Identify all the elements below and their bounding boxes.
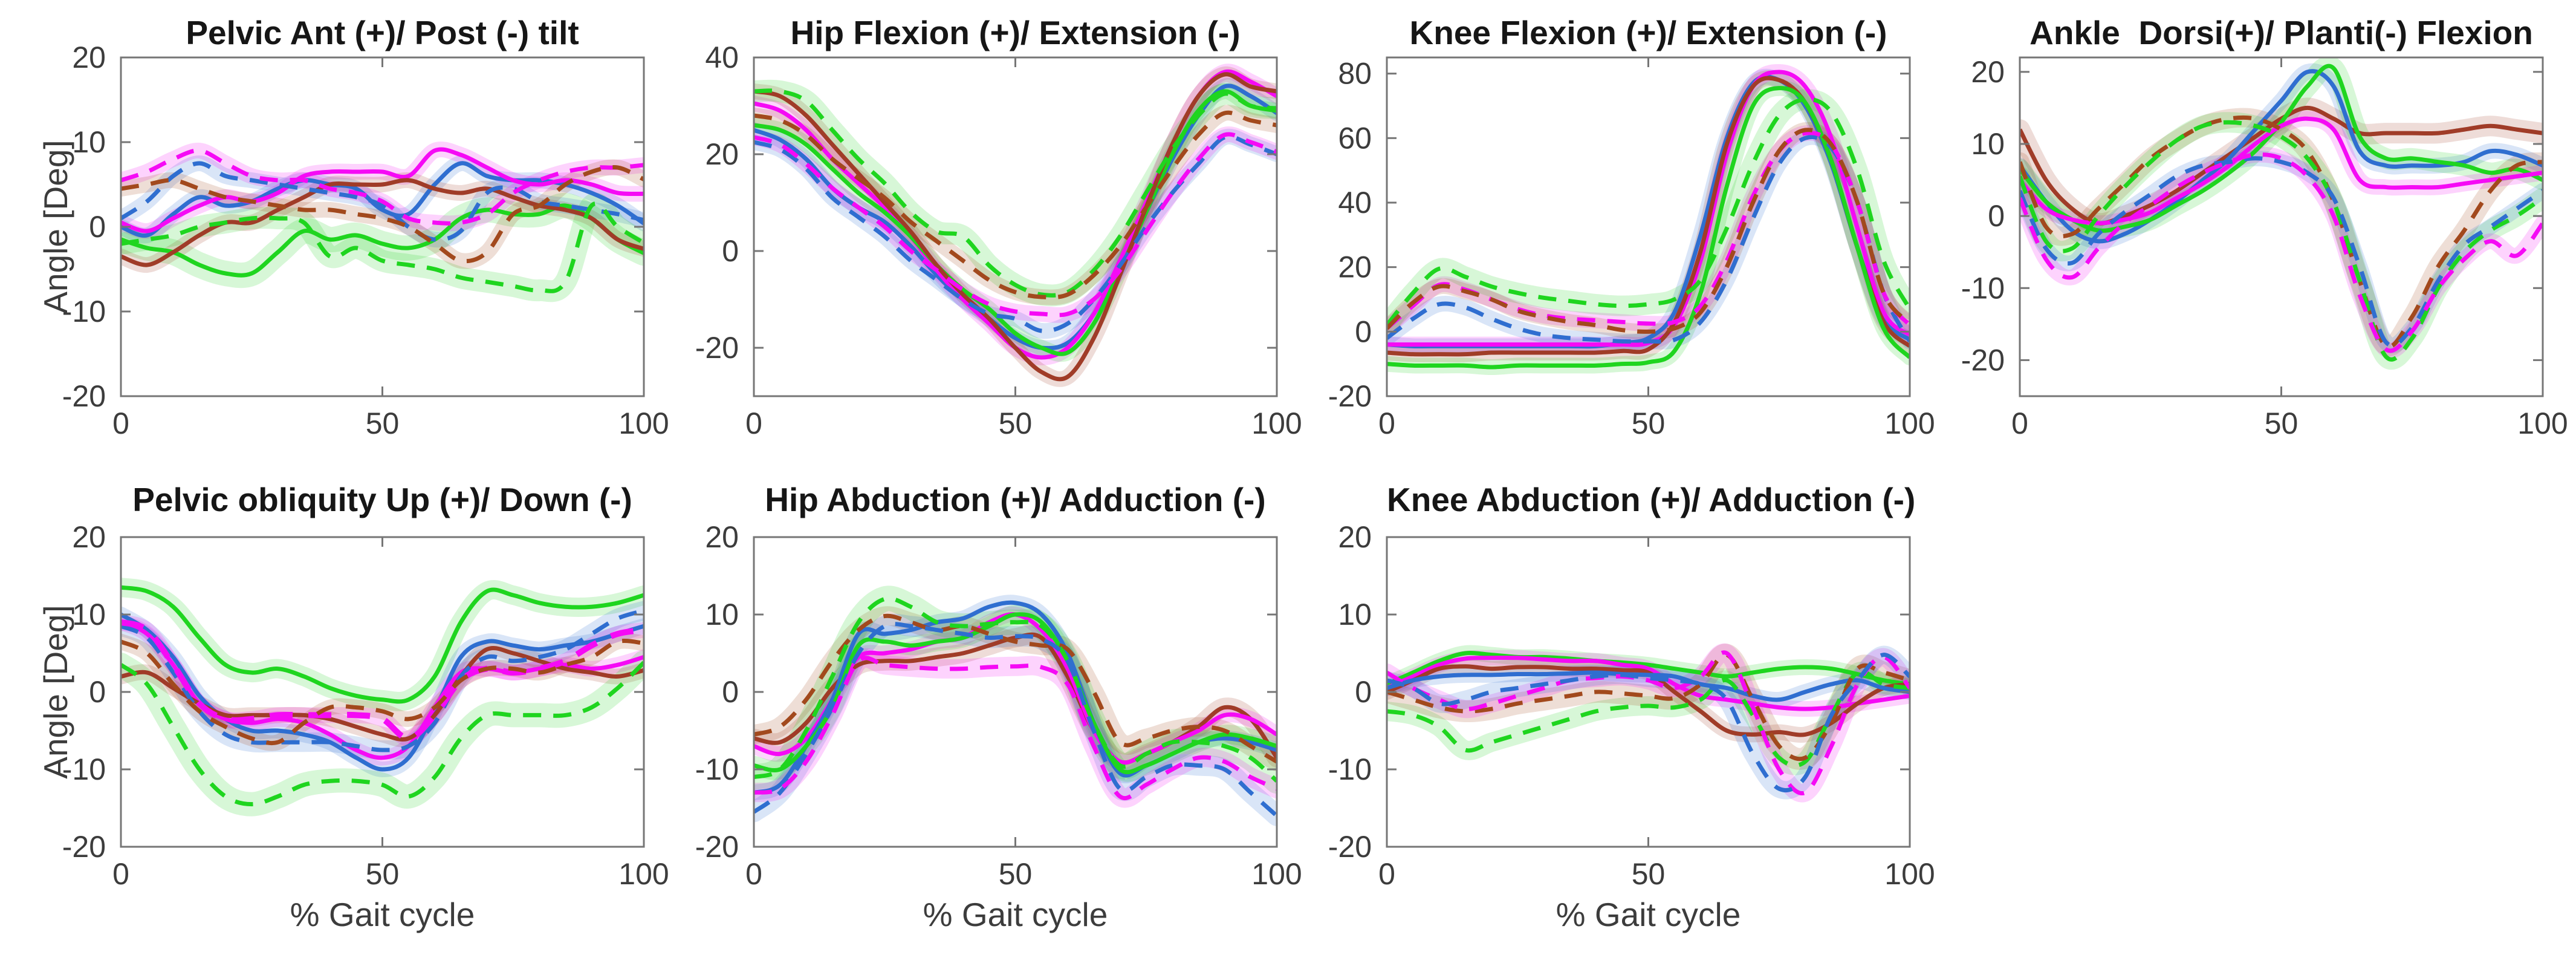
svg-text:50: 50 bbox=[1632, 406, 1666, 440]
svg-text:20: 20 bbox=[705, 137, 739, 171]
subplot-knee-abduction: Knee Abduction (+)/ Adduction (-) 0 50 100… bbox=[1296, 472, 1946, 975]
svg-text:0: 0 bbox=[1355, 675, 1372, 709]
subplot-ankle-flexion: Ankle Dorsi(+)/ Planti(-) Flexion 0 50 100… bbox=[1929, 0, 2576, 472]
svg-text:0: 0 bbox=[1355, 315, 1372, 348]
subplot-knee-flexion: Knee Flexion (+)/ Extension (-) 0 50 100 80… bbox=[1296, 0, 1946, 472]
svg-text:0: 0 bbox=[745, 406, 762, 440]
subplot-pelvic-tilt: Pelvic Ant (+)/ Post (-) tilt Angle [Deg… bbox=[30, 0, 680, 472]
svg-text:50: 50 bbox=[366, 406, 400, 440]
svg-text:40: 40 bbox=[705, 41, 739, 74]
x-axis-label: % Gait cycle bbox=[290, 896, 475, 933]
svg-text:-20: -20 bbox=[695, 331, 739, 365]
plot-title: Knee Abduction (+)/ Adduction (-) bbox=[1387, 481, 1916, 518]
svg-text:100: 100 bbox=[1251, 406, 1302, 440]
plot-title: Hip Abduction (+)/ Adduction (-) bbox=[765, 481, 1266, 518]
svg-text:20: 20 bbox=[1338, 520, 1372, 554]
svg-text:100: 100 bbox=[1251, 857, 1302, 891]
subplot-pelvic-obliquity: Pelvic obliquity Up (+)/ Down (-) Angle … bbox=[30, 472, 680, 975]
plot-title: Pelvic obliquity Up (+)/ Down (-) bbox=[132, 481, 632, 518]
svg-text:0: 0 bbox=[745, 857, 762, 891]
svg-text:10: 10 bbox=[72, 598, 106, 631]
x-axis-label: % Gait cycle bbox=[923, 896, 1108, 933]
svg-text:-10: -10 bbox=[1328, 752, 1372, 786]
svg-text:-20: -20 bbox=[62, 830, 106, 864]
svg-text:80: 80 bbox=[1338, 57, 1372, 91]
svg-text:10: 10 bbox=[1338, 598, 1372, 631]
svg-text:-10: -10 bbox=[695, 752, 739, 786]
svg-text:60: 60 bbox=[1338, 121, 1372, 155]
svg-text:0: 0 bbox=[89, 675, 106, 709]
svg-text:100: 100 bbox=[2517, 406, 2568, 440]
svg-text:50: 50 bbox=[366, 857, 400, 891]
svg-text:20: 20 bbox=[705, 520, 739, 554]
svg-text:100: 100 bbox=[1884, 857, 1935, 891]
svg-text:10: 10 bbox=[705, 598, 739, 631]
svg-text:20: 20 bbox=[1971, 55, 2005, 89]
subplot-hip-flexion: Hip Flexion (+)/ Extension (-) 0 50 100 40 2… bbox=[663, 0, 1313, 472]
svg-text:20: 20 bbox=[1338, 250, 1372, 284]
svg-text:-10: -10 bbox=[1961, 271, 2005, 305]
svg-text:0: 0 bbox=[722, 675, 739, 709]
plot-title: Pelvic Ant (+)/ Post (-) tilt bbox=[186, 14, 579, 51]
svg-text:20: 20 bbox=[72, 41, 106, 74]
svg-text:-20: -20 bbox=[1961, 343, 2005, 377]
svg-text:0: 0 bbox=[1378, 857, 1395, 891]
svg-text:40: 40 bbox=[1338, 186, 1372, 220]
svg-text:0: 0 bbox=[1988, 199, 2005, 233]
svg-text:0: 0 bbox=[112, 857, 129, 891]
svg-text:100: 100 bbox=[618, 406, 669, 440]
svg-text:-10: -10 bbox=[62, 752, 106, 786]
svg-text:20: 20 bbox=[72, 520, 106, 554]
svg-text:0: 0 bbox=[89, 210, 106, 244]
svg-text:0: 0 bbox=[2011, 406, 2028, 440]
svg-text:0: 0 bbox=[112, 406, 129, 440]
svg-text:50: 50 bbox=[2265, 406, 2299, 440]
svg-text:100: 100 bbox=[1884, 406, 1935, 440]
svg-text:50: 50 bbox=[999, 406, 1033, 440]
svg-text:50: 50 bbox=[1632, 857, 1666, 891]
plot-title: Ankle Dorsi(+)/ Planti(-) Flexion bbox=[2029, 14, 2533, 51]
svg-text:-20: -20 bbox=[1328, 830, 1372, 864]
svg-text:-20: -20 bbox=[695, 830, 739, 864]
svg-text:10: 10 bbox=[1971, 127, 2005, 161]
plot-title: Hip Flexion (+)/ Extension (-) bbox=[790, 14, 1241, 51]
x-axis-label: % Gait cycle bbox=[1556, 896, 1741, 933]
svg-text:100: 100 bbox=[618, 857, 669, 891]
svg-text:0: 0 bbox=[722, 234, 739, 268]
svg-text:-20: -20 bbox=[1328, 379, 1372, 413]
subplot-hip-abduction: Hip Abduction (+)/ Adduction (-) 0 50 100 2… bbox=[663, 472, 1313, 975]
svg-text:0: 0 bbox=[1378, 406, 1395, 440]
plot-title: Knee Flexion (+)/ Extension (-) bbox=[1409, 14, 1887, 51]
svg-text:-20: -20 bbox=[62, 379, 106, 413]
plot-canvas: 0 50 100 40 20 0 -20 bbox=[695, 41, 1302, 440]
svg-text:50: 50 bbox=[999, 857, 1033, 891]
svg-text:10: 10 bbox=[72, 125, 106, 159]
svg-text:-10: -10 bbox=[62, 295, 106, 328]
